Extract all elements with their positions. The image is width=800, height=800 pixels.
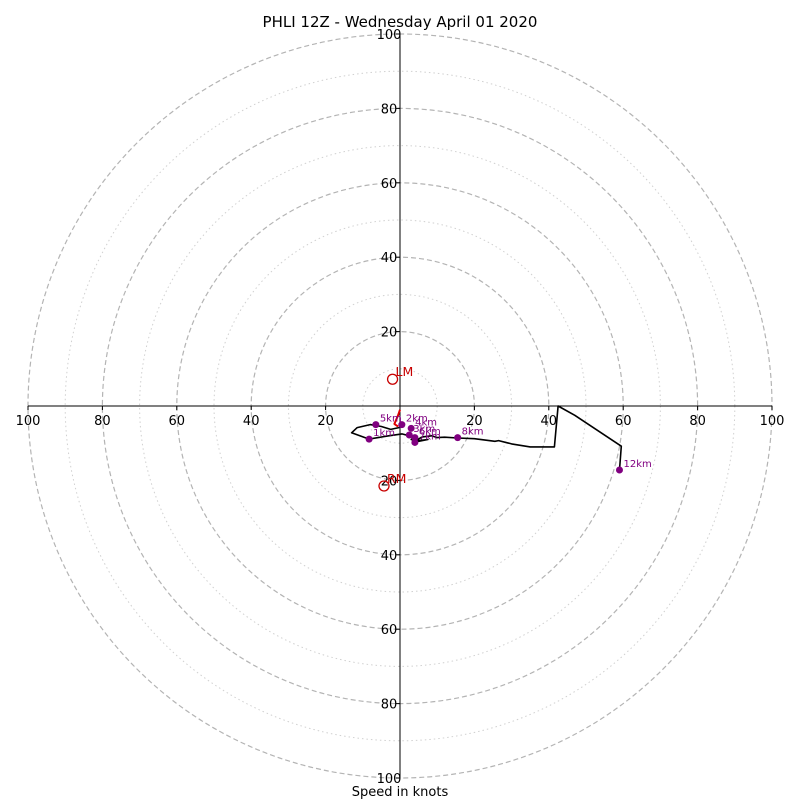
x-tick-label: 100 [760, 414, 785, 429]
y-tick-label: 80 [381, 102, 398, 117]
y-tick-label: 100 [377, 28, 402, 43]
y-tick-label: 40 [381, 549, 398, 564]
y-tick-label: 60 [381, 623, 398, 638]
km-marker-5km [372, 421, 380, 429]
km-marker-label: 2km [406, 414, 428, 425]
storm-motion-markers: LM RM [378, 364, 414, 492]
km-marker-label: 7km [419, 431, 441, 442]
chart-title: PHLI 12Z - Wednesday April 01 2020 [263, 13, 538, 31]
km-marker-12km [615, 466, 623, 474]
storm-motion-label: RM [387, 471, 406, 486]
y-tick-label: 80 [381, 698, 398, 713]
x-tick-label: 40 [243, 414, 260, 429]
km-marker-label: 4km [415, 417, 437, 428]
storm-motion-label: LM [396, 364, 414, 379]
km-marker-label: 1km [373, 428, 395, 439]
hodograph-tick-labels: 100 80 60 40 20 20 40 60 80 100 100 80 60 40 20 20 40 60 8… [16, 28, 785, 787]
x-tick-label: 80 [689, 414, 706, 429]
hodograph-axes [28, 34, 772, 778]
y-tick-label: 20 [381, 326, 398, 341]
x-tick-label: 20 [317, 414, 334, 429]
lowlevel-trace [393, 409, 401, 428]
km-marker-1km [365, 435, 373, 443]
km-marker-6km [411, 434, 419, 442]
km-marker-4km [407, 424, 415, 432]
x-tick-label: 80 [94, 414, 111, 429]
km-marker-3km [405, 431, 413, 439]
km-marker-label: 5km [380, 414, 402, 425]
km-marker-label: 3km [413, 424, 435, 435]
km-marker-8km [454, 434, 462, 442]
storm-motion-rm [378, 480, 390, 492]
y-tick-label: 40 [381, 251, 398, 266]
km-marker-label: 8km [462, 427, 484, 438]
x-tick-label: 60 [615, 414, 632, 429]
x-tick-label: 60 [169, 414, 186, 429]
km-marker-2km [398, 421, 406, 429]
km-marker-label: 12km [623, 459, 651, 470]
y-tick-label: 60 [381, 177, 398, 192]
km-marker-label: 6km [419, 427, 441, 438]
y-tick-label: 20 [381, 474, 398, 489]
storm-motion-lm [386, 373, 399, 385]
x-tick-label: 100 [16, 414, 41, 429]
x-axis-label: Speed in knots [352, 785, 449, 800]
x-tick-label: 40 [541, 414, 558, 429]
y-tick-label: 100 [377, 772, 402, 787]
km-marker-7km [411, 438, 419, 446]
x-tick-label: 20 [466, 414, 483, 429]
